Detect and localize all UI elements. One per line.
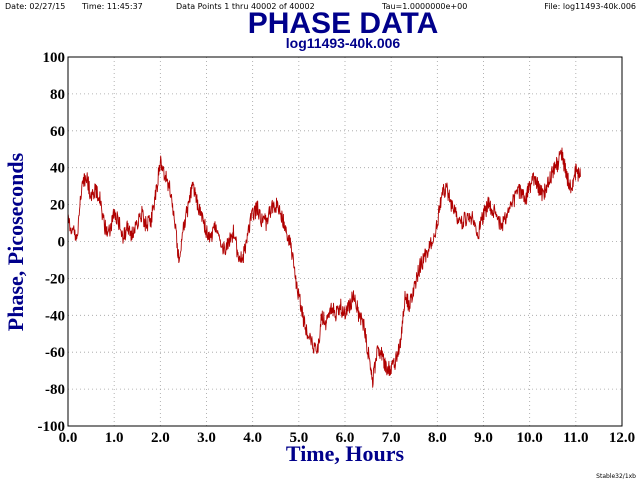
y-tick-label: 20 (50, 198, 65, 214)
header-tau: Tau=1.0000000e+00 (381, 2, 467, 11)
header-date: Date: 02/27/15 (5, 2, 65, 11)
y-tick-label: 0 (58, 235, 66, 251)
y-axis-label: Phase, Picoseconds (3, 152, 28, 331)
y-tick-label: -80 (45, 382, 65, 398)
x-tick-label: 5.0 (289, 430, 308, 446)
x-tick-label: 8.0 (428, 430, 447, 446)
x-tick-label: 6.0 (336, 430, 355, 446)
header-points: Data Points 1 thru 40002 of 40002 (176, 2, 315, 11)
y-tick-label: 40 (50, 161, 65, 177)
x-tick-label: 9.0 (474, 430, 493, 446)
chart-subtitle: log11493-40k.006 (286, 35, 401, 51)
y-tick-label: -40 (45, 308, 65, 324)
x-tick-label: 11.0 (563, 430, 588, 446)
plot-frame (67, 56, 623, 427)
grid-layer (68, 57, 622, 426)
x-tick-label: 12.0 (609, 430, 635, 446)
y-tick-label: 80 (50, 87, 65, 103)
header-time: Time: 11:45:37 (81, 2, 143, 11)
y-tick-label: -20 (45, 271, 65, 287)
x-axis-label: Time, Hours (286, 441, 405, 466)
data-layer (67, 147, 581, 388)
x-tick-label: 2.0 (151, 430, 170, 446)
y-tick-label: -100 (38, 419, 66, 435)
header-file: File: log11493-40k.006 (544, 2, 636, 11)
x-tick-label: 3.0 (197, 430, 216, 446)
y-tick-label: 60 (50, 124, 65, 140)
y-tick-label: 100 (43, 50, 66, 66)
tick-label-layer: 0.0 1.0 2.0 3.0 4.0 5.0 6.0 7.0 8.0 9.0 10.0 11.0 12… (38, 50, 636, 446)
x-tick-label: 1.0 (105, 430, 124, 446)
phase-series-line (67, 147, 581, 388)
x-tick-label: 4.0 (243, 430, 262, 446)
y-tick-label: -60 (45, 345, 65, 361)
x-tick-label: 10.0 (517, 430, 543, 446)
x-tick-label: 7.0 (382, 430, 401, 446)
x-tick-label: 0.0 (59, 430, 78, 446)
footer-credit: Stable32/1xb (596, 473, 636, 480)
chart-title: PHASE DATA (248, 7, 439, 40)
